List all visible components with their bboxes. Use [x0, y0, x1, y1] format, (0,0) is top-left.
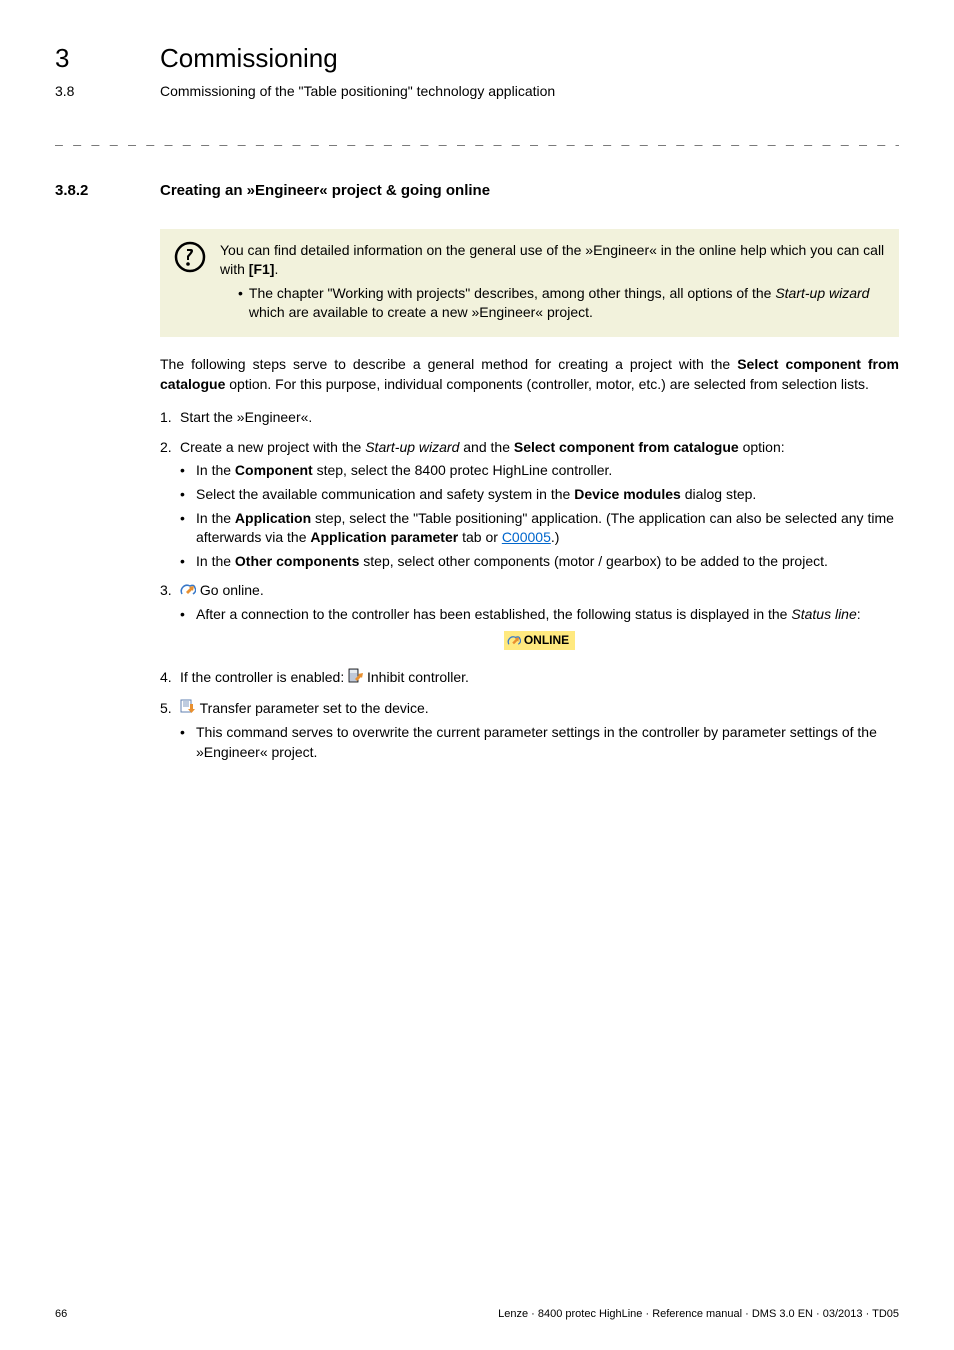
s2i4-a: In the — [196, 553, 235, 569]
step-5-sub-1: • This command serves to overwrite the c… — [180, 723, 899, 762]
s2-d: Select component from catalogue — [514, 439, 739, 455]
step-num: 1. — [160, 408, 180, 428]
step-2-sub-2: • Select the available communication and… — [180, 485, 899, 505]
s2i1-c: step, select the 8400 protec HighLine co… — [313, 462, 613, 478]
s2i3-e: tab or — [458, 529, 502, 545]
page-number: 66 — [55, 1307, 67, 1322]
s2i2-c: dialog step. — [681, 486, 757, 502]
s2i3-g: .) — [551, 529, 560, 545]
s4-a: If the controller is enabled: — [180, 669, 348, 685]
subsection-title: Commissioning of the "Table positioning"… — [160, 82, 555, 102]
step-2-text: Create a new project with the Start-up w… — [180, 438, 899, 458]
step-num: 3. — [160, 581, 180, 658]
inhibit-controller-icon — [348, 668, 363, 689]
online-badge: ONLINE — [504, 631, 575, 650]
info-line-1: You can find detailed information on the… — [220, 241, 885, 280]
info-text-b: [F1] — [249, 261, 275, 277]
s2-e: option: — [739, 439, 785, 455]
step-2: 2. Create a new project with the Start-u… — [160, 438, 899, 572]
transfer-icon — [180, 699, 196, 720]
s3-text: Go online. — [200, 582, 264, 598]
numbered-list: 1. Start the »Engineer«. 2. Create a new… — [160, 408, 899, 762]
section-title: Creating an »Engineer« project & going o… — [160, 180, 490, 201]
bullet-dot: • — [180, 509, 190, 548]
s3i1-c: : — [857, 606, 861, 622]
footer-meta: Lenze · 8400 protec HighLine · Reference… — [498, 1307, 899, 1322]
page-footer: 66 Lenze · 8400 protec HighLine · Refere… — [55, 1307, 899, 1322]
bullet-dot: • — [180, 552, 190, 572]
s2i3-a: In the — [196, 510, 235, 526]
chapter-title: Commissioning — [160, 40, 338, 76]
online-label: ONLINE — [524, 632, 569, 649]
s5-a: Transfer parameter set to the device. — [200, 700, 429, 716]
info-icon — [174, 241, 206, 323]
chapter-number: 3 — [55, 40, 160, 76]
para-a: The following steps serve to describe a … — [160, 356, 737, 372]
info-bullet-c: which are available to create a new »Eng… — [249, 304, 593, 320]
step-5-text: Transfer parameter set to the device. — [180, 699, 899, 720]
intro-paragraph: The following steps serve to describe a … — [160, 355, 899, 394]
info-text-c: . — [274, 261, 278, 277]
s2i1-a: In the — [196, 462, 235, 478]
s2i1-b: Component — [235, 462, 313, 478]
step-4-text: If the controller is enabled: Inhibit co… — [180, 668, 899, 689]
go-online-icon — [180, 582, 196, 602]
online-badge-icon — [507, 634, 521, 646]
online-badge-wrap: ONLINE — [180, 631, 899, 652]
bullet-dot: • — [238, 284, 243, 323]
info-bullet-b: Start-up wizard — [775, 285, 869, 301]
bullet-dot: • — [180, 485, 190, 505]
step-4: 4. If the controller is enabled: Inhibit… — [160, 668, 899, 689]
content-area: You can find detailed information on the… — [160, 229, 899, 763]
step-num: 4. — [160, 668, 180, 689]
step-num: 5. — [160, 699, 180, 763]
link-c00005[interactable]: C00005 — [502, 529, 551, 545]
step-num: 2. — [160, 438, 180, 572]
bullet-dot: • — [180, 605, 190, 625]
step-2-sub-4: • In the Other components step, select o… — [180, 552, 899, 572]
s2i2-b: Device modules — [574, 486, 681, 502]
bullet-dot: • — [180, 723, 190, 762]
s3i1-a: After a connection to the controller has… — [196, 606, 791, 622]
step-2-sub-3: • In the Application step, select the "T… — [180, 509, 899, 548]
divider: _ _ _ _ _ _ _ _ _ _ _ _ _ _ _ _ _ _ _ _ … — [55, 130, 899, 150]
s2i3-b: Application — [235, 510, 311, 526]
s2-c: and the — [459, 439, 514, 455]
s2i3-d: Application parameter — [310, 529, 458, 545]
s2i4-c: step, select other components (motor / g… — [359, 553, 828, 569]
step-2-sub-1: • In the Component step, select the 8400… — [180, 461, 899, 481]
s5i1: This command serves to overwrite the cur… — [196, 723, 899, 762]
s3i1-b: Status line — [791, 606, 856, 622]
s2-b: Start-up wizard — [365, 439, 459, 455]
info-text-a: You can find detailed information on the… — [220, 242, 884, 278]
s2i2-a: Select the available communication and s… — [196, 486, 574, 502]
s4-b: Inhibit controller. — [363, 669, 469, 685]
info-bullet-a: The chapter "Working with projects" desc… — [249, 285, 775, 301]
step-3-sub-1: • After a connection to the controller h… — [180, 605, 899, 625]
s2i4-b: Other components — [235, 553, 359, 569]
step-3: 3. Go online. • After a connection to th… — [160, 581, 899, 658]
subsection-number: 3.8 — [55, 82, 160, 102]
step-1: 1. Start the »Engineer«. — [160, 408, 899, 428]
step-3-text: Go online. — [180, 581, 899, 601]
bullet-dot: • — [180, 461, 190, 481]
para-c: option. For this purpose, individual com… — [225, 376, 869, 392]
s2-a: Create a new project with the — [180, 439, 365, 455]
section-number: 3.8.2 — [55, 180, 160, 201]
info-box: You can find detailed information on the… — [160, 229, 899, 337]
step-5: 5. Transfer parameter set to the device. — [160, 699, 899, 763]
info-bullet: The chapter "Working with projects" desc… — [249, 284, 885, 323]
step-text: Start the »Engineer«. — [180, 408, 899, 428]
